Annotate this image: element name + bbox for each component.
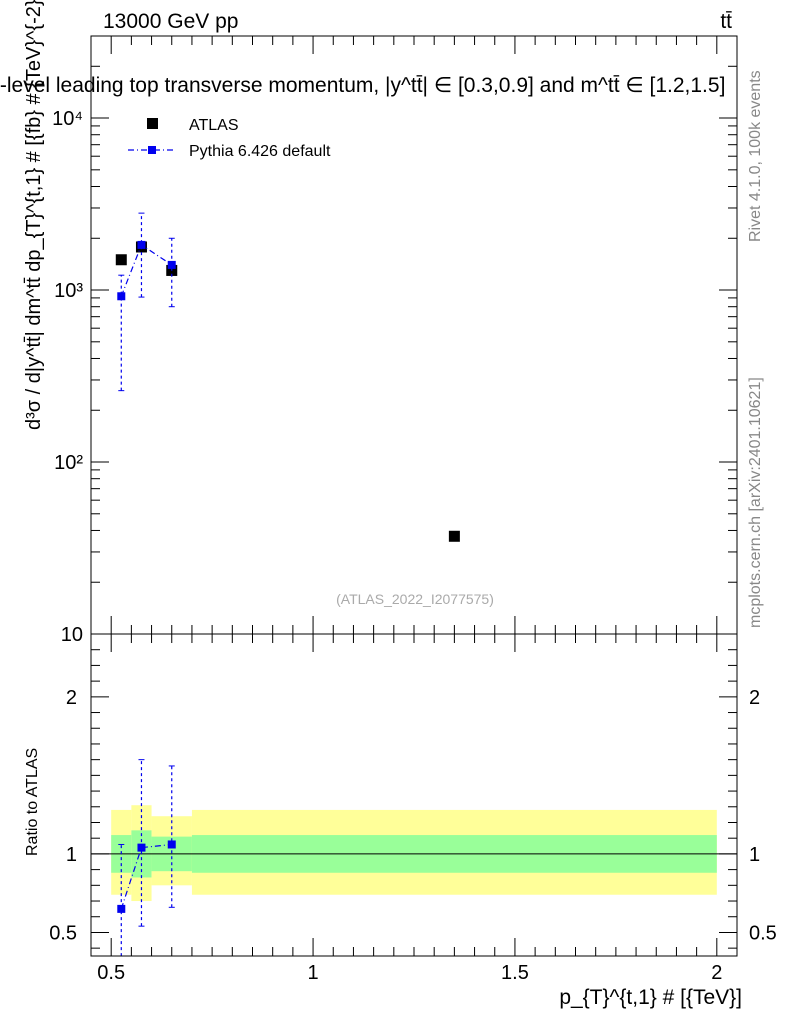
legend-atlas-label: ATLAS — [189, 117, 239, 134]
x-tick-label: 1.5 — [501, 962, 529, 984]
pythia-point — [137, 240, 146, 249]
ratio-y-tick-label-right: 2 — [749, 687, 760, 709]
main-panel-frame — [90, 35, 738, 635]
main-y-tick-label: 10³ — [54, 280, 83, 302]
legend-atlas-marker — [147, 118, 158, 129]
ratio-y-tick-label: 1 — [66, 844, 77, 866]
ratio-panel-frame — [90, 633, 738, 957]
main-y-tick-label: 10² — [54, 452, 83, 474]
plot-title: Parton-level leading top transverse mome… — [0, 74, 725, 97]
x-tick-label: 1 — [308, 962, 319, 984]
ratio-y-tick-label: 0.5 — [49, 922, 77, 944]
legend-pythia-label: Pythia 6.426 default — [189, 143, 331, 160]
x-tick-label: 0.5 — [97, 962, 125, 984]
header-final-state-label: tt̄ — [720, 10, 732, 33]
analysis-watermark: (ATLAS_2022_I2077575) — [336, 591, 494, 607]
ratio-y-tick-label-right: 1 — [749, 844, 760, 866]
rivet-version-label: Rivet 4.1.0, 100k events — [747, 70, 764, 242]
atlas-data-point — [115, 254, 127, 266]
ratio-series — [117, 759, 176, 956]
legend-pythia-marker — [148, 146, 156, 154]
pythia-point — [117, 292, 126, 301]
x-axis-title: p_{T}^{t,1} # [{TeV}] — [559, 986, 742, 1009]
ratio-pythia-point — [117, 904, 126, 913]
header-process-label: 13000 GeV pp — [103, 10, 238, 33]
ratio-y-axis-title: Ratio to ATLAS — [24, 748, 41, 856]
ratio-uncertainty-bands — [91, 805, 737, 902]
main-series — [115, 212, 460, 542]
main-y-axis-title: d³σ / d|y^tt̄| dm^tt̄ dp_{T}^{t,1} # [{f… — [23, 0, 45, 430]
atlas-data-point — [448, 530, 460, 542]
main-y-tick-label: 10⁴ — [52, 108, 83, 130]
main-axis-ticks: 10 10² 10³ 10⁴ — [52, 35, 737, 646]
main-y-tick-label: 10 — [61, 624, 83, 646]
legend: ATLAS Pythia 6.426 default — [128, 117, 331, 160]
pythia-point — [167, 260, 176, 269]
ratio-y-tick-label: 2 — [66, 687, 77, 709]
ratio-pythia-point — [137, 843, 146, 852]
pythia-line — [120, 243, 173, 297]
x-tick-label: 2 — [711, 962, 722, 984]
source-label: mcplots.cern.ch [arXiv:2401.10621] — [747, 377, 764, 628]
ratio-y-tick-label-right: 0.5 — [749, 922, 777, 944]
ratio-axis-ticks: 0.5 0.5 1 1 2 2 0.5 1 1.5 2 — [49, 633, 777, 984]
ratio-pythia-point — [167, 840, 176, 849]
